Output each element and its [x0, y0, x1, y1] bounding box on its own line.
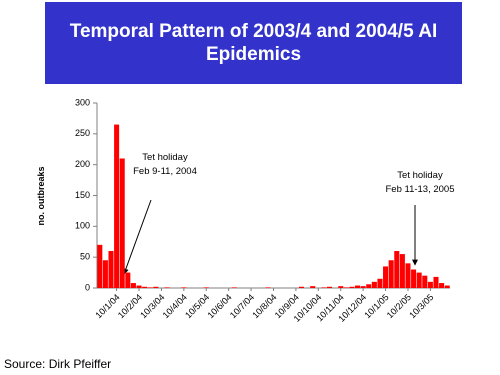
- y-tick-label: 100: [75, 221, 90, 231]
- bar: [119, 158, 125, 288]
- annotation-text: Feb 11-13, 2005: [385, 184, 454, 195]
- bar: [349, 286, 355, 288]
- x-tick-label: 10/3/05: [407, 292, 435, 320]
- bar: [203, 287, 209, 288]
- bar: [405, 263, 411, 288]
- bar: [371, 281, 377, 288]
- bar: [147, 287, 153, 288]
- bar: [355, 285, 361, 288]
- bar: [343, 287, 349, 288]
- source-note: Source: Dirk Pfeiffer: [4, 357, 112, 371]
- bar: [181, 287, 187, 288]
- bar: [321, 287, 327, 288]
- annotation-text: Tet holiday: [397, 170, 443, 181]
- bar: [125, 272, 131, 288]
- bar: [444, 285, 450, 288]
- title-banner: Temporal Pattern of 2003/4 and 2004/5 AI…: [45, 2, 462, 84]
- bar: [164, 287, 170, 288]
- bar: [153, 286, 159, 288]
- bar: [97, 244, 103, 288]
- bar: [102, 260, 108, 288]
- bar: [298, 286, 305, 288]
- annotation-text: Feb 9-11, 2004: [133, 166, 197, 177]
- bar: [142, 286, 148, 288]
- y-tick-label: 50: [80, 252, 90, 262]
- bar: [427, 281, 433, 288]
- bar: [327, 286, 333, 288]
- bar: [388, 260, 394, 288]
- bar: [366, 284, 372, 288]
- bar: [136, 285, 142, 288]
- bar: [416, 272, 422, 288]
- annotation-text: Tet holiday: [142, 152, 188, 163]
- y-axis-title: no. outbreaks: [36, 166, 46, 225]
- bar: [130, 283, 136, 288]
- bar: [394, 251, 400, 288]
- bar: [338, 286, 344, 288]
- y-tick-label: 300: [75, 97, 90, 107]
- bar: [383, 266, 389, 288]
- bar: [360, 286, 366, 288]
- bar: [433, 276, 439, 288]
- bar: [422, 275, 428, 288]
- annotation-arrow: [123, 199, 152, 275]
- y-tick-label: 200: [75, 159, 90, 169]
- bar: [114, 124, 120, 288]
- bar: [377, 278, 383, 288]
- bar: [411, 269, 417, 288]
- bar: [265, 287, 271, 288]
- bar: [108, 251, 114, 288]
- bar: [399, 254, 405, 288]
- bar: [310, 286, 316, 288]
- bar: [439, 283, 445, 288]
- y-tick-label: 250: [75, 128, 90, 138]
- bar: [231, 287, 237, 288]
- y-tick-label: 150: [75, 190, 90, 200]
- chart-title: Temporal Pattern of 2003/4 and 2004/5 AI…: [69, 21, 438, 65]
- y-tick-label: 0: [85, 282, 90, 292]
